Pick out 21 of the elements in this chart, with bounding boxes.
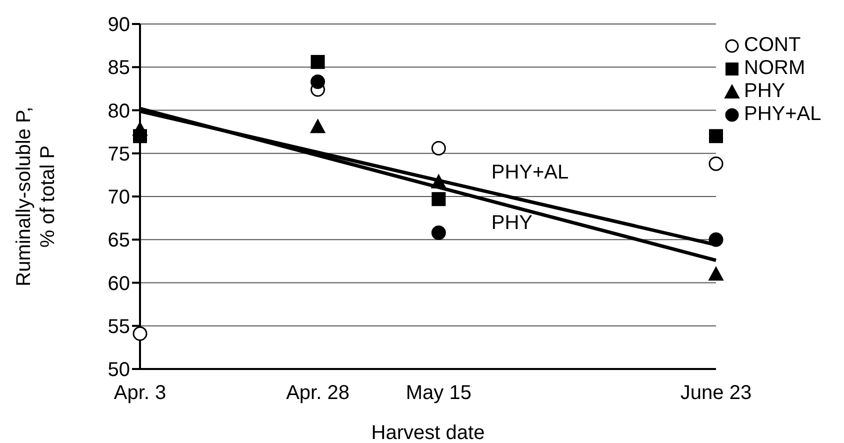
legend-label: PHY (744, 80, 786, 103)
x-tick-label: Apr. 3 (114, 382, 166, 404)
y-tick-label: 55 (108, 316, 130, 338)
y-tick-label: 85 (108, 57, 130, 80)
series-label: PHY+AL (491, 162, 569, 184)
x-tick-label: May 15 (406, 382, 472, 404)
y-tick-label: 70 (108, 186, 130, 209)
x-tick-label: Apr. 28 (286, 382, 350, 404)
y-tick-label: 65 (108, 230, 130, 252)
series-label: PHY (491, 212, 532, 234)
y-tick-label: 80 (108, 100, 130, 122)
legend-label: CONT (744, 34, 801, 57)
legend-label: NORM (744, 57, 806, 80)
y-tick-label: 75 (108, 143, 130, 166)
y-axis-title: Ruminally-soluble P, % of total P (13, 106, 59, 286)
y-tick-label: 90 (108, 14, 130, 36)
x-axis-title: Harvest date (371, 422, 485, 443)
legend-label: PHY+AL (744, 103, 822, 126)
y-tick-label: 60 (108, 272, 130, 295)
y-tick-label: 50 (108, 359, 130, 382)
x-tick-label: June 23 (680, 382, 752, 404)
